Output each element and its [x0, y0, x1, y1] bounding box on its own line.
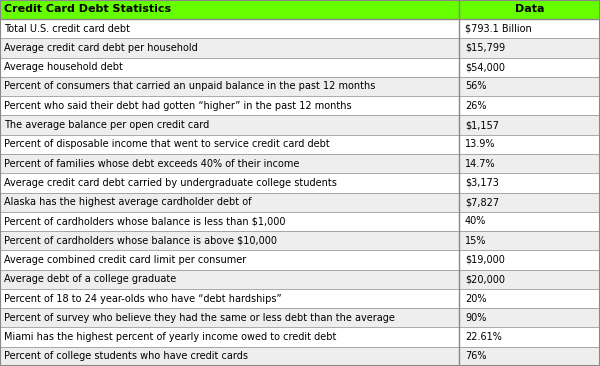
Bar: [0, 77, 600, 96]
Text: Percent of cardholders whose balance is less than $1,000: Percent of cardholders whose balance is …: [4, 216, 286, 227]
Text: Average combined credit card limit per consumer: Average combined credit card limit per c…: [4, 255, 247, 265]
Text: $15,799: $15,799: [465, 43, 505, 53]
Text: Percent of families whose debt exceeds 40% of their income: Percent of families whose debt exceeds 4…: [4, 158, 299, 169]
Bar: [0, 38, 600, 57]
Text: 76%: 76%: [465, 351, 487, 361]
Text: Percent of disposable income that went to service credit card debt: Percent of disposable income that went t…: [4, 139, 330, 149]
Text: The average balance per open credit card: The average balance per open credit card: [4, 120, 209, 130]
Text: Data: Data: [515, 4, 544, 15]
Text: 90%: 90%: [465, 313, 487, 323]
Bar: [0, 57, 600, 77]
Text: $19,000: $19,000: [465, 255, 505, 265]
Bar: [0, 173, 600, 193]
Bar: [0, 0, 600, 19]
Text: 40%: 40%: [465, 216, 487, 227]
Text: $1,157: $1,157: [465, 120, 499, 130]
Text: Average credit card debt carried by undergraduate college students: Average credit card debt carried by unde…: [4, 178, 337, 188]
Text: Percent of college students who have credit cards: Percent of college students who have cre…: [4, 351, 248, 361]
Text: Average debt of a college graduate: Average debt of a college graduate: [4, 274, 176, 284]
Text: Credit Card Debt Statistics: Credit Card Debt Statistics: [4, 4, 172, 15]
Bar: [0, 308, 600, 328]
Text: $3,173: $3,173: [465, 178, 499, 188]
Text: $7,827: $7,827: [465, 197, 499, 207]
Text: Average household debt: Average household debt: [4, 62, 123, 72]
Text: 15%: 15%: [465, 236, 487, 246]
Bar: [0, 328, 600, 347]
Bar: [0, 193, 600, 212]
Bar: [0, 347, 600, 366]
Bar: [0, 154, 600, 173]
Text: 26%: 26%: [465, 101, 487, 111]
Text: Percent of consumers that carried an unpaid balance in the past 12 months: Percent of consumers that carried an unp…: [4, 82, 376, 92]
Bar: [0, 270, 600, 289]
Text: 56%: 56%: [465, 82, 487, 92]
Text: $20,000: $20,000: [465, 274, 505, 284]
Text: Percent of survey who believe they had the same or less debt than the average: Percent of survey who believe they had t…: [4, 313, 395, 323]
Bar: [0, 96, 600, 115]
Text: Percent who said their debt had gotten “higher” in the past 12 months: Percent who said their debt had gotten “…: [4, 101, 352, 111]
Bar: [0, 212, 600, 231]
Text: $793.1 Billion: $793.1 Billion: [465, 24, 532, 34]
Text: 13.9%: 13.9%: [465, 139, 496, 149]
Bar: [0, 115, 600, 135]
Bar: [0, 135, 600, 154]
Bar: [0, 19, 600, 38]
Text: Total U.S. credit card debt: Total U.S. credit card debt: [4, 24, 130, 34]
Text: Percent of 18 to 24 year-olds who have “debt hardships”: Percent of 18 to 24 year-olds who have “…: [4, 294, 282, 303]
Text: Average credit card debt per household: Average credit card debt per household: [4, 43, 198, 53]
Text: 20%: 20%: [465, 294, 487, 303]
Text: Percent of cardholders whose balance is above $10,000: Percent of cardholders whose balance is …: [4, 236, 277, 246]
Text: 22.61%: 22.61%: [465, 332, 502, 342]
Text: Alaska has the highest average cardholder debt of: Alaska has the highest average cardholde…: [4, 197, 252, 207]
Bar: [0, 250, 600, 270]
Bar: [0, 231, 600, 250]
Text: 14.7%: 14.7%: [465, 158, 496, 169]
Text: $54,000: $54,000: [465, 62, 505, 72]
Bar: [0, 289, 600, 308]
Text: Miami has the highest percent of yearly income owed to credit debt: Miami has the highest percent of yearly …: [4, 332, 337, 342]
